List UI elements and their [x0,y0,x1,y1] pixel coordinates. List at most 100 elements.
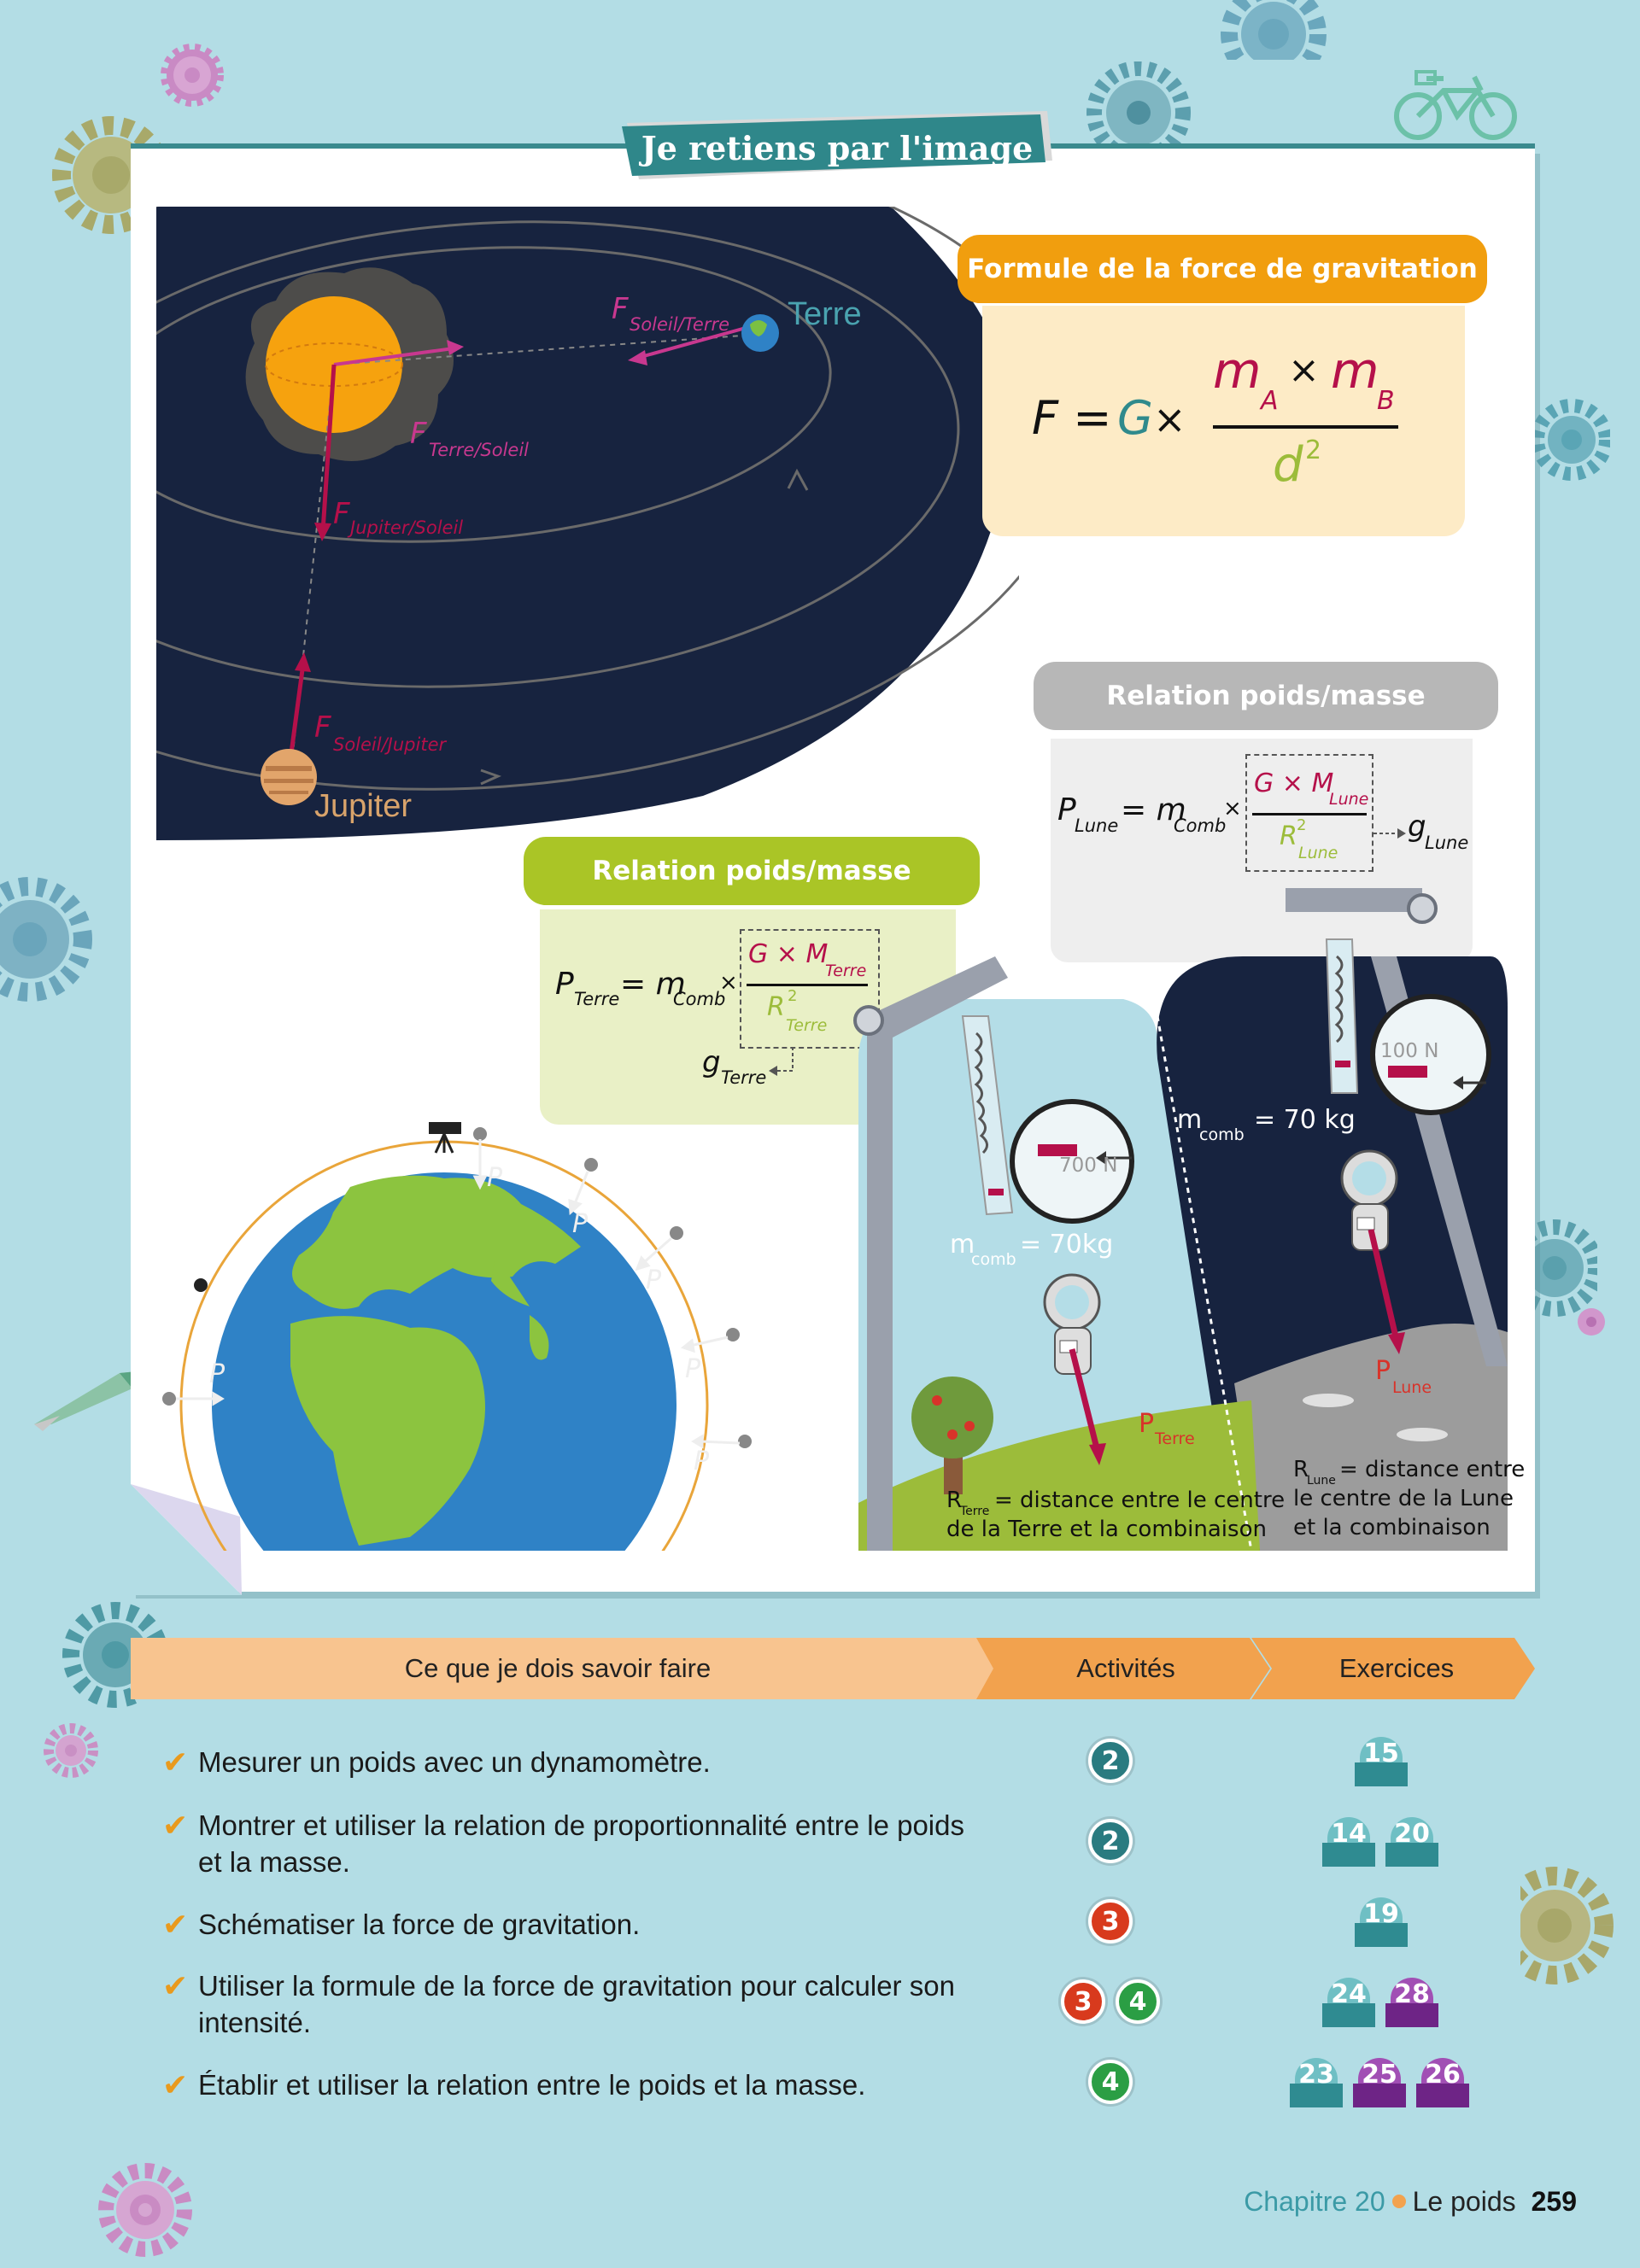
globe-weight-label-east: P [685,1354,701,1384]
section-title: Je retiens par l'image [641,128,1034,167]
blue-gear-icon [1221,0,1327,60]
activity-badge[interactable]: 4 [1088,2060,1133,2104]
moon-radius-exponent: 2 [1297,816,1307,834]
earth-mass-subscript: comb [971,1250,1016,1269]
teal-gear-icon [1086,61,1191,147]
teal-gear-right-icon [1533,399,1610,481]
skills-header-col1: Ce que je dois savoir faire [404,1653,712,1683]
solar-system-illustration [156,207,1019,840]
formula-mid-times: × [1288,348,1320,392]
folded-corner [131,1484,242,1595]
moon-radius-caption-line1: = distance entre [1339,1457,1526,1482]
moon-radius-caption-subscript: Lune [1307,1474,1336,1488]
moon-g-dashed-box [1245,754,1374,872]
exercise-badge[interactable]: 26 [1416,2058,1469,2107]
earth-g-subscript: Terre [721,1067,767,1088]
formula-lhs: F = [1032,391,1112,445]
check-icon: ✔ [162,1968,189,2003]
force-soleil-jupiter-subscript: Soleil/Jupiter [333,734,447,755]
olive-gear-right-icon [1520,1867,1614,1984]
exercise-number: 26 [1425,2060,1461,2090]
exercise-number: 19 [1363,1899,1399,1929]
skill-text: Utiliser la formule de la force de gravi… [198,1970,955,2038]
moon-radius-caption-line2: le centre de la Lune [1293,1486,1514,1511]
earth-mass-symbol: m [950,1230,975,1260]
moon-mass-subscript-label: comb [1199,1125,1245,1144]
blue-gear-left-icon [0,877,92,1002]
force-soleil-terre-symbol: F [612,292,629,326]
force-terre-soleil-symbol: F [410,417,427,451]
globe-illustration [162,1122,752,1551]
pink-dot-icon [1578,1308,1605,1336]
moon-weight-arrow-symbol: P [1375,1356,1391,1386]
moon-weight-arrow-subscript: Lune [1392,1378,1432,1397]
earth-weight-arrow-subscript: Terre [1155,1429,1195,1448]
formula-times: × [1153,396,1186,442]
globe-weight-label-nne: P [572,1209,589,1239]
exercise-number: 25 [1362,2060,1397,2090]
exercise-badge[interactable]: 25 [1353,2058,1406,2107]
activity-badge[interactable]: 4 [1116,1979,1160,2024]
activity-badge[interactable]: 3 [1061,1979,1105,2024]
exercise-badge[interactable]: 14 [1322,1817,1375,1867]
moon-numerator: G × M [1254,769,1334,798]
activity-badge[interactable]: 2 [1088,1819,1133,1863]
exercise-badge[interactable]: 15 [1355,1737,1408,1786]
exercise-badge[interactable]: 28 [1385,1978,1438,2027]
formula-mass-a-sub: A [1261,386,1279,416]
formula-mass-b-sub: B [1377,386,1395,416]
skill-text: Mesurer un poids avec un dynamomètre. [198,1746,711,1778]
moon-mass-value: = 70 kg [1254,1105,1356,1135]
skills-header-bar [131,1638,1535,1699]
earth-equals-mass: = m [620,967,686,1002]
force-jupiter-soleil-subscript: Jupiter/Soleil [350,517,464,538]
earth-numerator: G × M [748,939,829,969]
skill-text: Montrer et utiliser la relation de propo… [198,1809,964,1878]
force-jupiter-soleil-symbol: F [333,497,350,531]
activity-badge[interactable]: 2 [1088,1739,1133,1783]
skills-header-col2: Activités [1076,1653,1175,1683]
exercise-badge[interactable]: 24 [1322,1978,1375,2027]
section-ribbon: Je retiens par l'image [622,111,1052,184]
earth-radius-caption-subscript: Terre [960,1505,990,1518]
moon-g-arrow [1374,828,1406,839]
pink-gear-bottom-icon [98,2163,192,2257]
globe-weight-label-se: P [694,1447,710,1476]
teal-gear-right2-icon [1520,1219,1597,1317]
skills-header-col3: Exercices [1338,1653,1455,1683]
page-footer: Chapitre 20 Le poids 259 [1244,2183,1577,2220]
exercise-number: 24 [1331,1979,1367,2009]
globe-weight-label-ne: P [646,1266,662,1295]
earth-g-arrow [769,1047,794,1076]
globe-weight-label-west: P [209,1359,226,1389]
force-soleil-terre-subscript: Soleil/Terre [630,314,730,335]
exercise-number: 28 [1394,1979,1430,2009]
check-icon: ✔ [162,1907,189,1942]
earth-label: Terre [788,296,862,332]
moon-mass-symbol: m [1177,1105,1203,1135]
moon-radius: R [1280,821,1297,851]
moon-mass-subscript: Comb [1174,815,1227,836]
moon-weight-subscript: Lune [1075,815,1119,836]
earth-mass-subscript: Comb [673,989,726,1009]
force-soleil-jupiter-symbol: F [314,710,331,745]
formula-constant-g: G [1117,391,1153,445]
exercise-badge[interactable]: 20 [1385,1817,1438,1867]
exercise-number: 23 [1298,2060,1334,2090]
moon-g-subscript: Lune [1425,833,1469,853]
earth-weight-symbol: P [555,967,574,1002]
moon-radius-caption-symbol: R [1293,1457,1309,1482]
footer-chapter: Chapitre 20 [1244,2185,1385,2217]
earth-radius-exponent: 2 [788,987,798,1005]
formula-fraction-bar [1213,425,1398,429]
exercise-badge[interactable]: 23 [1290,2058,1343,2107]
exercise-badge[interactable]: 19 [1355,1897,1408,1947]
activity-badge[interactable]: 3 [1088,1899,1133,1944]
footer-dot-icon [1391,2195,1406,2208]
moon-times: × [1223,796,1242,821]
moon-equals-mass: = m [1121,792,1186,827]
check-icon: ✔ [162,1808,189,1843]
formula-distance: d [1273,437,1303,493]
earth-fraction-bar [747,984,868,986]
earth-radius-caption-line2: de la Terre et la combinaison [946,1517,1267,1542]
